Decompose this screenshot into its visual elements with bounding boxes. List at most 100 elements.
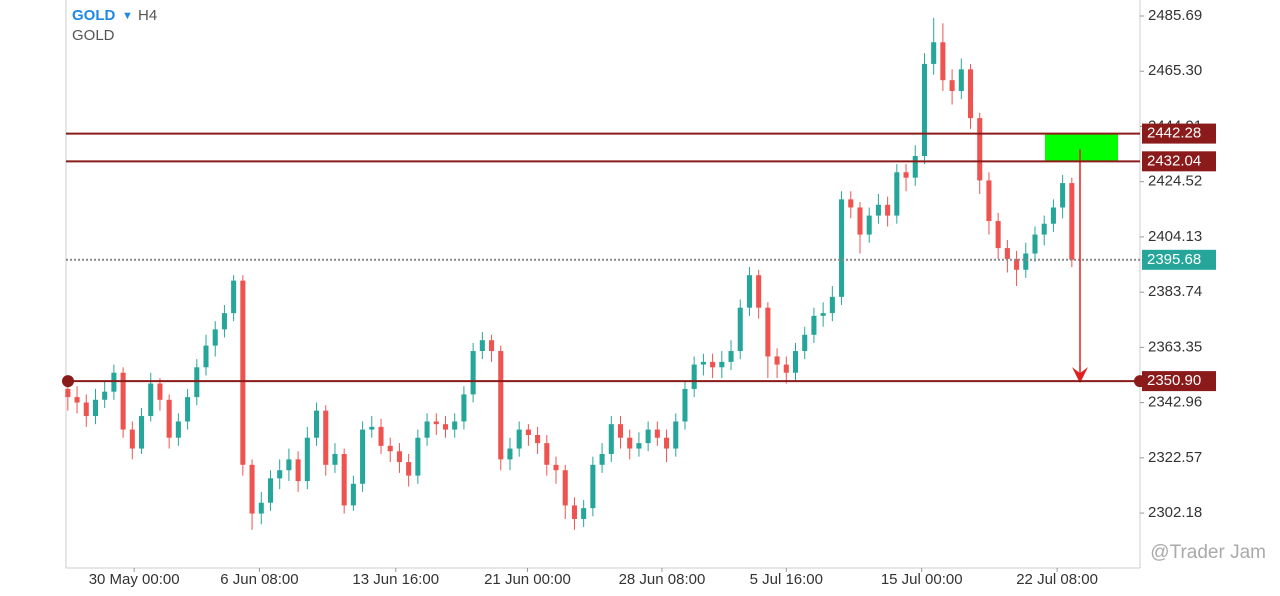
candle-body [185, 397, 191, 422]
candle-body [92, 399, 99, 417]
y-tick-label: 2485.69 [1148, 7, 1202, 24]
dropdown-icon[interactable]: ▼ [122, 10, 133, 22]
candle-body [590, 464, 596, 509]
target-zone [1045, 133, 1118, 162]
candle-body [967, 69, 974, 119]
y-tick-label: 2342.96 [1148, 394, 1202, 411]
candle-body [931, 42, 937, 64]
candle-body [949, 80, 955, 92]
candle-body [360, 429, 366, 484]
candle-body [802, 334, 808, 352]
subtitle: GOLD [72, 27, 115, 44]
candle-body [977, 118, 983, 181]
candle-body [258, 502, 264, 514]
candle-body [958, 69, 964, 92]
y-tick-label: 2302.18 [1148, 504, 1202, 521]
candle-body [562, 470, 568, 506]
candle-body [498, 351, 504, 460]
candle-body [452, 421, 458, 430]
candle-body [396, 451, 402, 463]
level-box [1142, 151, 1216, 172]
candle-body [617, 424, 624, 438]
candle-body [406, 462, 412, 476]
candle-body [756, 275, 762, 308]
x-tick-label: 28 Jun 08:00 [619, 571, 706, 588]
last-price-label: 2395.68 [1147, 251, 1201, 268]
candle-body [267, 478, 274, 503]
candle-body [728, 351, 734, 362]
y-tick-label: 2465.30 [1148, 62, 1202, 79]
candle-body [691, 364, 697, 389]
candle-body [912, 156, 918, 178]
candle-body [1014, 258, 1020, 270]
candle-body [525, 429, 531, 436]
watermark: @Trader Jam [1150, 542, 1266, 563]
candle-body [820, 313, 826, 316]
candle-body [700, 361, 706, 365]
candle-body [102, 391, 108, 400]
last-price-box [1142, 249, 1216, 270]
candle-body [148, 383, 154, 417]
y-tick-label: 2363.35 [1148, 338, 1202, 355]
x-tick-label: 22 Jul 08:00 [1016, 571, 1098, 588]
candle-body [74, 397, 80, 403]
candle-body [166, 399, 172, 438]
candle-body [111, 372, 117, 392]
candle-body [240, 280, 246, 465]
candle-body [885, 204, 891, 216]
level-box [1142, 123, 1216, 144]
y-tick-label: 2424.52 [1148, 173, 1202, 190]
candle-body [387, 445, 393, 452]
candle-body [1023, 253, 1029, 270]
candle-body [719, 361, 725, 368]
candle-body [341, 453, 347, 506]
candle-body [277, 470, 283, 479]
candle-body [608, 424, 614, 454]
candle-body [332, 453, 338, 465]
level-label: 2432.04 [1147, 152, 1201, 169]
candle-body [194, 367, 200, 398]
level-box [1142, 371, 1216, 392]
x-tick-label: 15 Jul 00:00 [881, 571, 963, 588]
candle-body [378, 426, 384, 446]
candle-body [507, 448, 513, 460]
candle-body [995, 221, 1001, 249]
candle-body [461, 394, 467, 422]
candle-body [792, 351, 799, 373]
x-tick-label: 5 Jul 16:00 [750, 571, 823, 588]
candle-body [875, 204, 881, 216]
candle-body [544, 443, 550, 465]
candle-body [470, 351, 476, 395]
x-tick-label: 13 Jun 16:00 [352, 571, 439, 588]
candle-body [848, 199, 854, 208]
candle-body [415, 437, 421, 476]
candle-body [599, 453, 605, 465]
symbol[interactable]: GOLD [72, 7, 115, 24]
level-label: 2442.28 [1147, 125, 1201, 142]
candle-body [866, 215, 872, 235]
arrow-head [1072, 367, 1088, 384]
level-label: 2350.90 [1147, 372, 1201, 389]
level-handle [1134, 375, 1146, 388]
candle-body [571, 505, 577, 519]
candle-body [627, 437, 633, 449]
candle-body [249, 464, 255, 514]
candle-body [986, 180, 992, 222]
candle-body [65, 388, 71, 398]
candle-body [829, 296, 835, 314]
candle-body [304, 437, 310, 482]
candle-body [1004, 248, 1010, 259]
candle-body [894, 172, 900, 216]
y-tick-label: 2383.74 [1148, 283, 1202, 300]
candle-body [424, 421, 430, 438]
timeframe[interactable]: H4 [138, 7, 157, 24]
candle-body [479, 340, 485, 352]
candle-body [1041, 223, 1047, 235]
candle-body [710, 361, 716, 368]
candle-body [746, 275, 752, 308]
candle-body [1060, 183, 1066, 208]
candle-body [940, 42, 946, 81]
candle-body [783, 364, 789, 373]
